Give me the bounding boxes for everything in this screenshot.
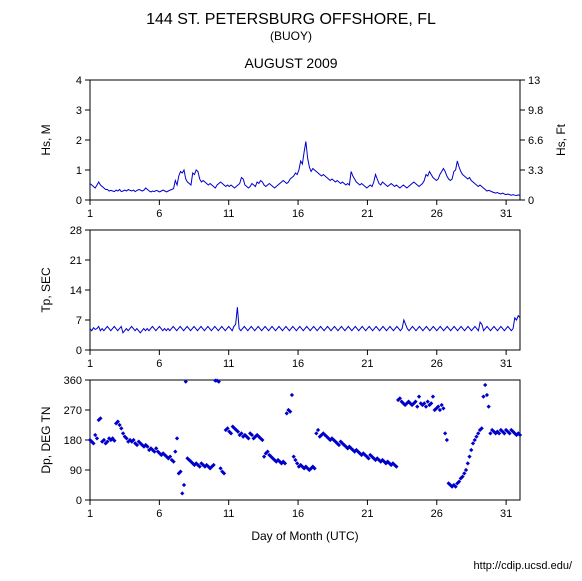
y-tick-label: 1 bbox=[76, 165, 82, 177]
panel-frame bbox=[90, 380, 520, 500]
x-tick-label: 16 bbox=[292, 508, 304, 520]
buoy-chart: 144 ST. PETERSBURG OFFSHORE, FL(BUOY) AUG… bbox=[0, 0, 582, 581]
y-tick-label: 7 bbox=[76, 315, 82, 327]
panel3-ylabel: Dp, DEG TN bbox=[39, 406, 53, 473]
main-title: 144 ST. PETERSBURG OFFSHORE, FL bbox=[146, 11, 436, 28]
x-tick-label: 21 bbox=[361, 358, 373, 370]
x-axis-label: Day of Month (UTC) bbox=[251, 529, 358, 543]
y-tick-label-right: 3.3 bbox=[528, 165, 543, 177]
y-tick-label: 4 bbox=[76, 75, 82, 87]
footer-url: http://cdip.ucsd.edu/ bbox=[474, 560, 573, 572]
month-title: AUGUST 2009 bbox=[244, 55, 337, 71]
dp-scatter bbox=[88, 379, 522, 496]
x-tick-label: 1 bbox=[87, 208, 93, 220]
x-tick-label: 6 bbox=[156, 508, 162, 520]
y-tick-label: 21 bbox=[70, 255, 82, 267]
panel2-ylabel: Tp, SEC bbox=[39, 267, 53, 313]
x-tick-label: 11 bbox=[223, 508, 234, 520]
hs-line bbox=[90, 142, 520, 196]
x-tick-label: 21 bbox=[361, 208, 373, 220]
y-tick-label-right: 0 bbox=[528, 195, 534, 207]
x-tick-label: 26 bbox=[431, 358, 443, 370]
y-tick-label: 90 bbox=[70, 465, 82, 477]
x-tick-label: 16 bbox=[292, 208, 304, 220]
y-tick-label: 360 bbox=[64, 375, 82, 387]
x-tick-label: 11 bbox=[223, 208, 234, 220]
x-tick-label: 1 bbox=[87, 358, 93, 370]
y-tick-label: 14 bbox=[70, 285, 82, 297]
x-tick-label: 31 bbox=[500, 358, 512, 370]
y-tick-label: 270 bbox=[64, 405, 82, 417]
x-tick-label: 31 bbox=[500, 508, 512, 520]
x-tick-label: 1 bbox=[87, 508, 93, 520]
panel1-ylabel-left: Hs, M bbox=[39, 124, 53, 155]
x-tick-label: 16 bbox=[292, 358, 304, 370]
y-tick-label-right: 6.6 bbox=[528, 135, 543, 147]
x-tick-label: 31 bbox=[500, 208, 512, 220]
x-tick-label: 6 bbox=[156, 358, 162, 370]
y-tick-label: 3 bbox=[76, 105, 82, 117]
y-tick-label-right: 9.8 bbox=[528, 105, 543, 117]
y-tick-label: 0 bbox=[76, 345, 82, 357]
x-tick-label: 11 bbox=[223, 358, 234, 370]
panel1-ylabel-right: Hs, Ft bbox=[554, 123, 568, 156]
panel-frame bbox=[90, 80, 520, 200]
y-tick-label: 28 bbox=[70, 225, 82, 237]
x-tick-label: 26 bbox=[431, 208, 443, 220]
sub-title: (BUOY) bbox=[270, 29, 312, 43]
panel-frame bbox=[90, 230, 520, 350]
y-tick-label-right: 13 bbox=[528, 75, 540, 87]
x-tick-label: 6 bbox=[156, 208, 162, 220]
x-tick-label: 26 bbox=[431, 508, 443, 520]
x-tick-label: 21 bbox=[361, 508, 373, 520]
y-tick-label: 180 bbox=[64, 435, 82, 447]
y-tick-label: 0 bbox=[76, 495, 82, 507]
tp-line bbox=[90, 307, 520, 333]
y-tick-label: 2 bbox=[76, 135, 82, 147]
y-tick-label: 0 bbox=[76, 195, 82, 207]
